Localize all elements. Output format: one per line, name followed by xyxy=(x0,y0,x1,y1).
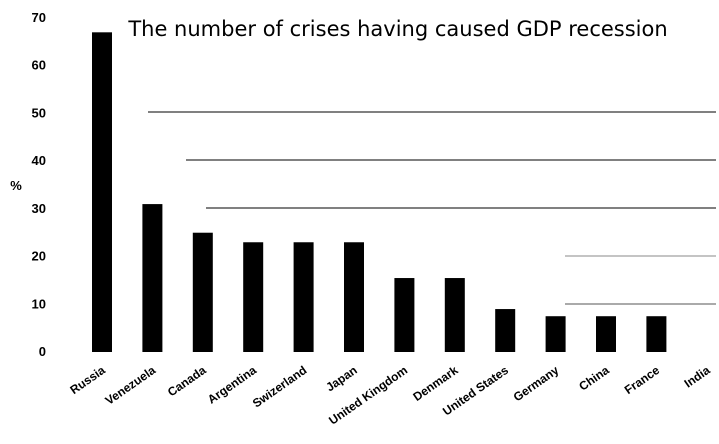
y-tick-label: 0 xyxy=(39,344,46,359)
chart-title: The number of crises having caused GDP r… xyxy=(127,17,667,41)
x-tick-label: France xyxy=(622,363,663,397)
x-tick-label: Venezuela xyxy=(103,363,159,408)
x-tick-label: Japan xyxy=(323,363,359,394)
x-tick-label: China xyxy=(576,363,612,394)
bar xyxy=(545,316,566,352)
y-tick-label: 60 xyxy=(32,58,46,73)
y-axis-label: % xyxy=(10,178,22,193)
bar xyxy=(92,32,112,353)
bar xyxy=(293,242,314,352)
bar xyxy=(444,278,465,352)
y-tick-labels: 0 10 20 30 40 50 60 70 xyxy=(32,10,46,359)
y-tick-label: 20 xyxy=(32,249,46,264)
bar xyxy=(142,204,163,352)
bar xyxy=(646,316,667,352)
bar xyxy=(192,232,213,352)
bar xyxy=(495,309,516,352)
decorative-lines xyxy=(148,111,716,305)
x-tick-label: Russia xyxy=(67,363,108,397)
y-tick-label: 70 xyxy=(32,10,46,25)
x-tick-label: Canada xyxy=(165,363,209,400)
y-tick-label: 40 xyxy=(32,153,46,168)
x-tick-label: India xyxy=(682,363,713,391)
y-tick-label: 10 xyxy=(32,296,46,311)
x-tick-label: Germany xyxy=(511,363,562,404)
bar xyxy=(394,278,415,352)
y-tick-label: 30 xyxy=(32,201,46,216)
bar xyxy=(596,316,616,352)
bar xyxy=(243,242,264,352)
bars xyxy=(92,32,667,353)
y-tick-label: 50 xyxy=(32,105,46,120)
bar xyxy=(344,242,364,352)
x-tick-label: Swizerland xyxy=(250,363,309,410)
